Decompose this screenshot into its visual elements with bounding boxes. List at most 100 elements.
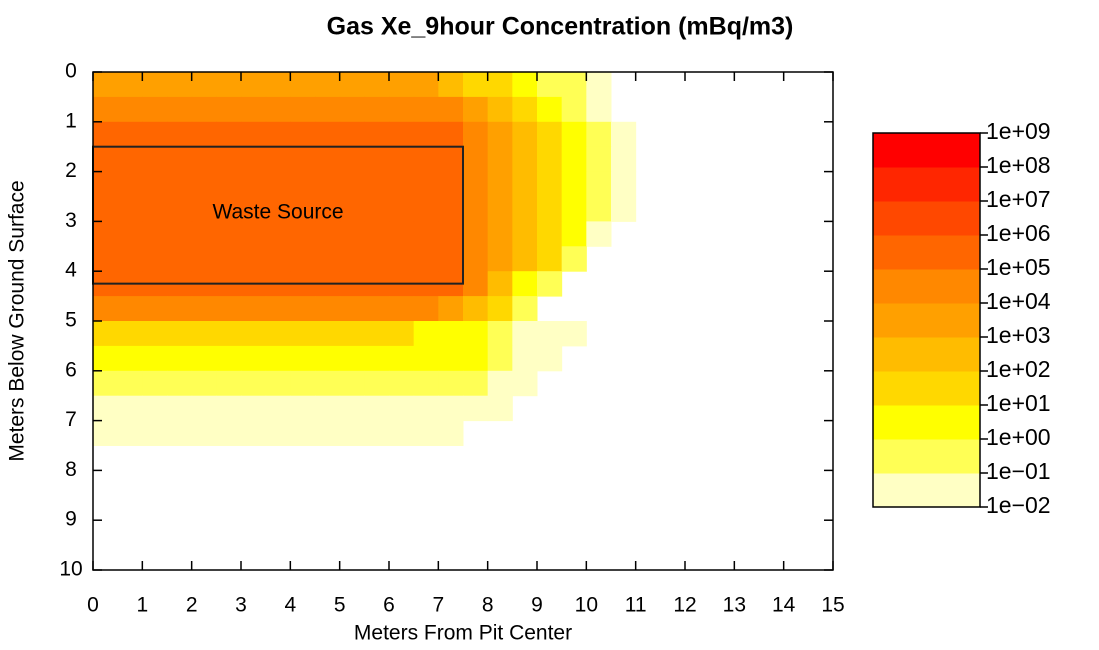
cell (216, 96, 242, 123)
cell (191, 296, 217, 322)
cell (586, 146, 612, 173)
cell (191, 370, 217, 397)
cell (117, 246, 143, 272)
cell (191, 171, 217, 197)
colorbar-label: 1e+04 (986, 288, 1051, 314)
cell (216, 171, 242, 197)
cell (216, 246, 242, 272)
x-tick-label: 14 (772, 594, 796, 617)
cell (512, 171, 538, 197)
colorbar-label: 1e−02 (986, 492, 1051, 518)
cell (93, 221, 119, 247)
cell (487, 146, 513, 173)
cell (117, 146, 143, 173)
cell (512, 221, 538, 247)
cell (463, 296, 489, 322)
cell (117, 96, 143, 123)
cell (586, 196, 612, 222)
cell (537, 96, 563, 123)
cell (364, 96, 390, 123)
cell (93, 171, 119, 197)
cell (142, 395, 168, 422)
cell (315, 321, 341, 347)
cell (339, 395, 365, 422)
cell (117, 395, 143, 422)
cell (216, 395, 242, 422)
cell (241, 96, 267, 123)
cell (561, 96, 587, 123)
cell (537, 121, 563, 148)
cell (389, 296, 415, 322)
cell (487, 370, 513, 397)
cell (364, 296, 390, 322)
cell (339, 72, 365, 98)
cell (364, 345, 390, 372)
cell (438, 121, 464, 148)
cell (117, 370, 143, 397)
cell (93, 370, 119, 397)
colorbar-label: 1e+08 (986, 152, 1051, 178)
cell (389, 72, 415, 98)
cell (216, 296, 242, 322)
cell (93, 420, 119, 446)
cell (216, 146, 242, 173)
cell (93, 395, 119, 422)
cell (290, 171, 316, 197)
cell (142, 96, 168, 123)
cell (413, 196, 439, 222)
cell (167, 221, 193, 247)
cell (241, 345, 267, 372)
cell (93, 246, 119, 272)
cell (315, 370, 341, 397)
cell (117, 345, 143, 372)
cell (93, 96, 119, 123)
cell (463, 246, 489, 272)
cell (191, 121, 217, 148)
cell (339, 321, 365, 347)
colorbar-label: 1e+05 (986, 254, 1051, 280)
cell (364, 121, 390, 148)
cell (463, 96, 489, 123)
cell (315, 221, 341, 247)
cell (537, 345, 563, 372)
cell (191, 221, 217, 247)
cell (241, 246, 267, 272)
y-tick-label: 1 (65, 109, 77, 132)
cell (167, 420, 193, 446)
cell (438, 221, 464, 247)
cell (241, 196, 267, 222)
cell (487, 271, 513, 297)
x-tick-label: 4 (284, 594, 296, 617)
cell (512, 196, 538, 222)
cell (364, 246, 390, 272)
cell (512, 146, 538, 173)
cell (389, 345, 415, 372)
cell (167, 146, 193, 173)
cell (537, 196, 563, 222)
cell (142, 221, 168, 247)
cell (167, 72, 193, 98)
x-tick-label: 7 (432, 594, 444, 617)
cell (191, 72, 217, 98)
cell (463, 221, 489, 247)
cell (463, 121, 489, 148)
cell (265, 171, 291, 197)
cell (142, 72, 168, 98)
cell (93, 321, 119, 347)
cell (241, 121, 267, 148)
cell (487, 96, 513, 123)
cell (339, 246, 365, 272)
cell (561, 72, 587, 98)
cell (389, 221, 415, 247)
colorbar-label: 1e+00 (986, 424, 1051, 450)
cell (117, 221, 143, 247)
cell (142, 146, 168, 173)
cell (561, 221, 587, 247)
cell (191, 96, 217, 123)
cell (265, 246, 291, 272)
cell (438, 321, 464, 347)
cell (389, 96, 415, 123)
cell (389, 246, 415, 272)
cell (216, 420, 242, 446)
cell (93, 146, 119, 173)
